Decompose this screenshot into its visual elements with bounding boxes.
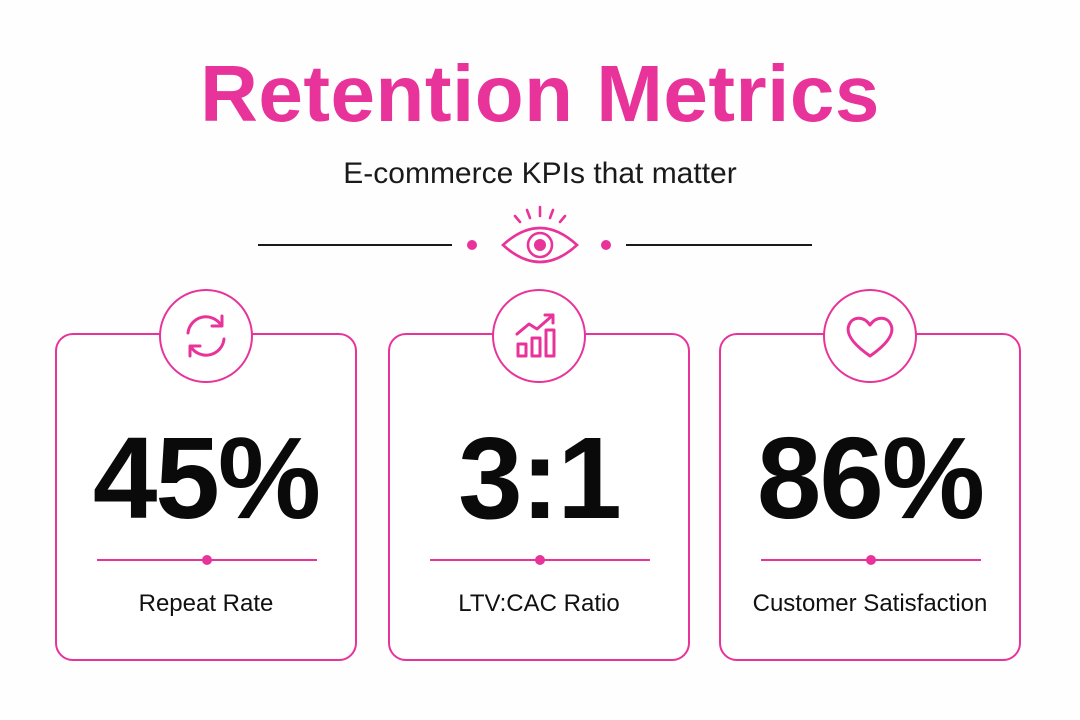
metric-card-repeat-rate: 45% Repeat Rate [55, 289, 357, 661]
metric-badge [492, 289, 586, 383]
refresh-icon [186, 314, 226, 358]
metric-badge [823, 289, 917, 383]
metric-label: Customer Satisfaction [752, 590, 988, 617]
heart-icon [846, 316, 894, 358]
eye-icon [501, 205, 579, 264]
page-subtitle: E-commerce KPIs that matter [343, 157, 737, 190]
divider-line-left [258, 244, 452, 246]
metric-separator-dot [202, 555, 212, 565]
growth-chart-icon [515, 313, 556, 358]
metric-value: 45% [92, 413, 321, 543]
metric-value: 86% [756, 413, 985, 543]
metric-label: Repeat Rate [138, 590, 274, 617]
metric-badge [159, 289, 253, 383]
metric-separator-dot [535, 555, 545, 565]
divider-line-right [626, 244, 812, 246]
divider-dot-left [467, 240, 477, 250]
metric-card-ltv-cac: 3:1 LTV:CAC Ratio [388, 289, 690, 661]
divider-dot-right [601, 240, 611, 250]
metric-label: LTV:CAC Ratio [458, 590, 620, 617]
metric-card-customer-satisfaction: 86% Customer Satisfaction [719, 289, 1021, 661]
metric-value: 3:1 [458, 413, 622, 543]
page-title: Retention Metrics [200, 49, 880, 138]
metric-separator-dot [866, 555, 876, 565]
